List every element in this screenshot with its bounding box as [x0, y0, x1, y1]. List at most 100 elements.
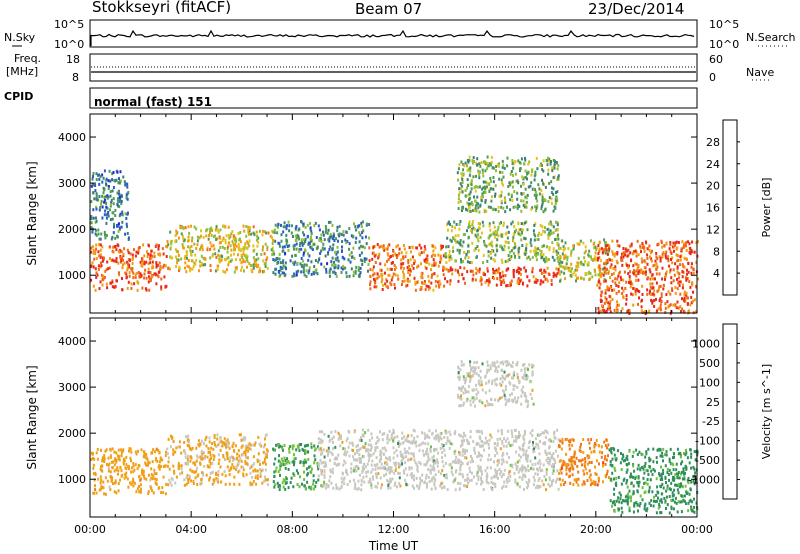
data-cell: [154, 477, 156, 481]
data-cell: [118, 458, 121, 462]
data-cell: [336, 229, 339, 233]
data-cell: [408, 279, 411, 283]
data-cell: [281, 481, 284, 485]
data-cell: [215, 445, 218, 448]
data-cell: [303, 478, 306, 481]
data-cell: [373, 254, 376, 258]
data-cell: [209, 241, 212, 245]
data-cell: [443, 474, 446, 477]
data-cell: [359, 266, 362, 270]
data-cell: [410, 466, 413, 470]
data-cell: [199, 245, 202, 249]
data-cell: [340, 485, 343, 489]
data-cell: [479, 222, 481, 226]
data-cell: [205, 444, 208, 448]
data-cell: [264, 434, 267, 438]
data-cell: [481, 472, 483, 476]
data-cell: [445, 476, 448, 480]
data-cell: [681, 297, 683, 301]
data-cell: [567, 463, 570, 467]
data-cell: [436, 433, 439, 437]
data-cell: [553, 163, 556, 167]
data-cell: [400, 251, 403, 255]
data-cell: [111, 189, 114, 193]
data-cell: [230, 248, 233, 252]
data-cell: [149, 277, 152, 281]
data-cell: [232, 234, 235, 238]
data-cell: [334, 272, 337, 276]
data-cell: [193, 242, 196, 246]
data-cell: [634, 249, 637, 253]
data-cell: [693, 298, 696, 302]
data-cell: [512, 270, 515, 274]
data-cell: [258, 229, 261, 233]
data-cell: [239, 433, 242, 437]
data-cell: [488, 236, 491, 240]
data-cell: [348, 274, 351, 278]
data-cell: [494, 471, 497, 475]
data-cell: [477, 237, 479, 241]
data-cell: [258, 467, 261, 471]
data-cell: [552, 271, 555, 275]
data-cell: [478, 162, 481, 166]
data-cell: [522, 203, 525, 207]
data-cell: [257, 263, 260, 267]
data-cell: [551, 169, 554, 173]
data-cell: [114, 208, 117, 212]
data-cell: [235, 240, 238, 243]
data-cell: [446, 223, 448, 227]
data-cell: [661, 255, 664, 259]
data-cell: [202, 451, 205, 455]
data-cell: [449, 222, 451, 226]
data-cell: [93, 457, 96, 461]
data-cell: [477, 475, 480, 479]
data-cell: [104, 449, 107, 453]
data-cell: [177, 258, 180, 262]
data-cell: [534, 437, 537, 441]
data-cell: [170, 434, 172, 438]
data-cell: [551, 166, 554, 170]
data-cell: [231, 240, 234, 244]
data-cell: [563, 271, 566, 275]
data-cell: [494, 448, 497, 452]
data-cell: [125, 475, 128, 479]
data-cell: [340, 266, 343, 270]
data-cell: [550, 160, 552, 163]
data-cell: [568, 439, 570, 443]
data-cell: [193, 470, 196, 474]
data-cell: [326, 231, 329, 235]
data-cell: [336, 225, 339, 229]
data-cell: [461, 440, 464, 444]
data-cell: [105, 213, 108, 217]
data-cell: [539, 282, 542, 286]
data-cell: [105, 268, 108, 272]
data-cell: [436, 435, 439, 439]
data-cell: [379, 262, 382, 266]
data-cell: [571, 464, 574, 468]
data-cell: [221, 239, 224, 242]
data-cell: [238, 482, 241, 486]
data-cell: [551, 480, 554, 484]
data-cell: [295, 273, 298, 277]
data-cell: [479, 204, 482, 208]
data-cell: [174, 240, 177, 244]
data-cell: [192, 470, 195, 474]
data-cell: [368, 246, 371, 250]
data-cell: [106, 286, 109, 290]
data-cell: [113, 490, 116, 494]
data-cell: [487, 250, 490, 254]
data-cell: [637, 302, 639, 306]
data-cell: [608, 244, 611, 248]
data-cell: [254, 261, 257, 265]
data-cell: [326, 453, 329, 457]
data-cell: [257, 257, 260, 261]
data-cell: [431, 468, 434, 472]
data-cell: [333, 260, 335, 264]
data-cell: [153, 272, 156, 276]
data-cell: [244, 255, 247, 259]
data-cell: [675, 240, 678, 244]
data-cell: [595, 459, 598, 463]
data-cell: [92, 491, 95, 495]
data-cell: [285, 481, 288, 485]
data-cell: [345, 469, 348, 473]
